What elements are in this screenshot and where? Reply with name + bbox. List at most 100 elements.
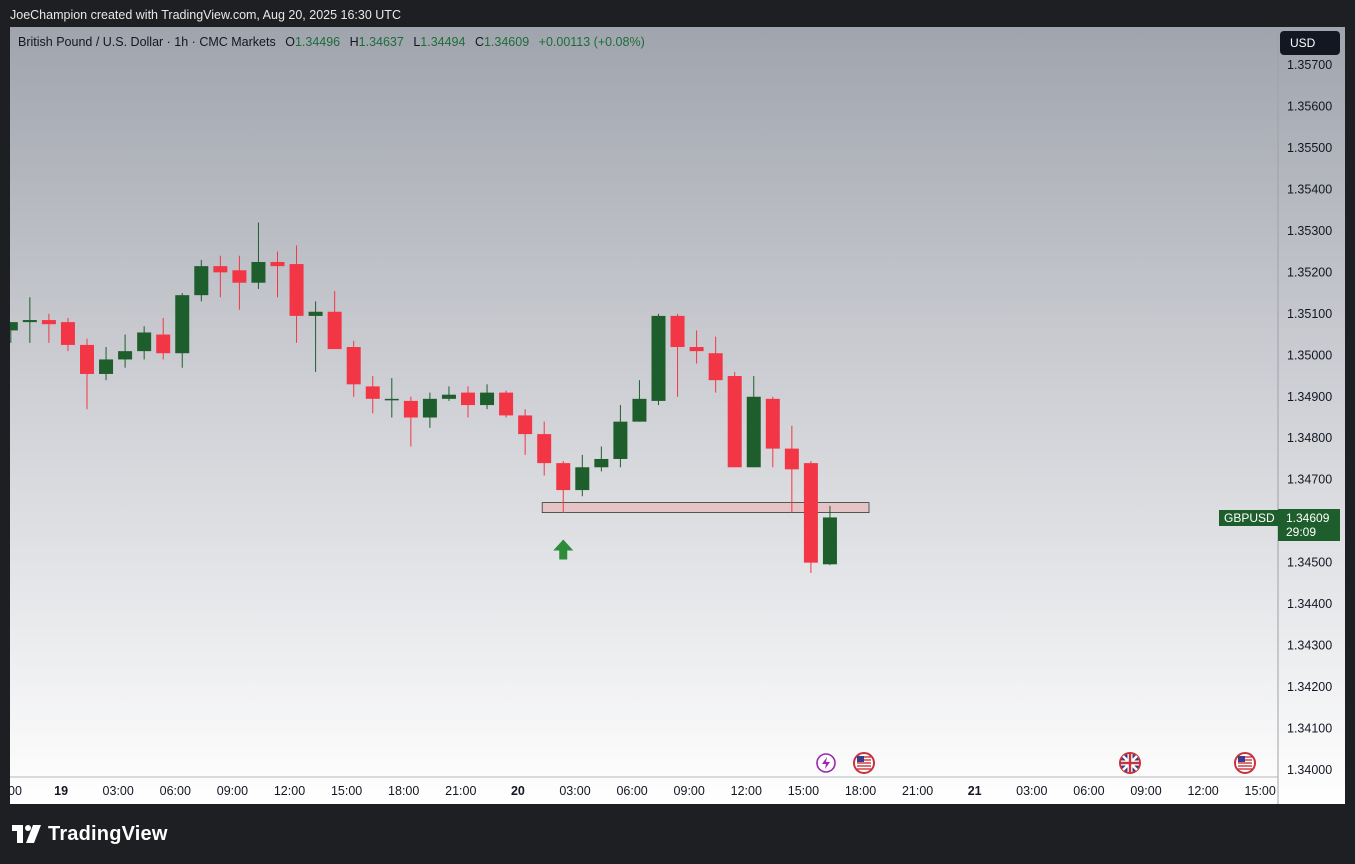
time-tick-label: 20 (511, 784, 525, 798)
candle-down (41, 320, 56, 325)
legend-open-value: 1.34496 (294, 35, 341, 49)
candle-up (594, 458, 609, 468)
price-tick-label: 1.35100 (1287, 307, 1332, 321)
candle-up (822, 517, 837, 565)
time-tick-label: 12:00 (731, 784, 762, 798)
time-tick-label: 18:00 (845, 784, 876, 798)
time-tick-label: 12:00 (1187, 784, 1218, 798)
price-tick-label: 1.35600 (1287, 99, 1332, 113)
legend-high-label: H (349, 35, 359, 49)
us-flag-icon[interactable] (1234, 752, 1256, 774)
price-tick-label: 1.34500 (1287, 556, 1332, 570)
candle-up (118, 351, 133, 360)
time-tick-label: 21:00 (902, 784, 933, 798)
chart-legend: British Pound / U.S. Dollar · 1h · CMC M… (18, 35, 645, 49)
candle-down (327, 311, 342, 350)
time-tick-label: 03:00 (1016, 784, 1047, 798)
price-tick-label: 1.35200 (1287, 265, 1332, 279)
legend-close-label: C (474, 35, 484, 49)
candle-up (251, 261, 266, 283)
candle-down (537, 434, 552, 464)
candlestick-chart[interactable]: 1.35700 1.35600 1.35500 1.35400 1.35300 1.352… (10, 27, 1345, 804)
candle-down (689, 347, 704, 352)
candle-up (613, 421, 628, 459)
candle-down (727, 376, 742, 468)
chart-credit: JoeChampion created with TradingView.com… (10, 8, 401, 22)
candle-up (384, 398, 399, 401)
legend-low-label: L (413, 35, 421, 49)
last-price-value: 1.34609 (1286, 511, 1330, 525)
time-tick-label: 15:00 (1245, 784, 1276, 798)
time-tick-label: 19 (54, 784, 68, 798)
uk-flag-icon[interactable] (1119, 752, 1141, 774)
time-tick-label: 03:00 (559, 784, 590, 798)
time-tick-label: 15:00 (331, 784, 362, 798)
time-tick-label: 09:00 (217, 784, 248, 798)
chart-area[interactable]: 1.35700 1.35600 1.35500 1.35400 1.35300 1.352… (10, 27, 1345, 804)
time-tick-label: 12:00 (274, 784, 305, 798)
us-flag-icon[interactable] (853, 752, 875, 774)
candle-up (99, 359, 114, 374)
time-tick-label: 00 (10, 784, 22, 798)
candle-down (784, 448, 799, 470)
time-tick-label: 18:00 (388, 784, 419, 798)
candle-down (60, 322, 75, 345)
time-tick-label: 06:00 (1073, 784, 1104, 798)
price-tick-label: 1.35700 (1287, 58, 1332, 72)
candle-down (670, 315, 685, 347)
candle-down (556, 463, 571, 491)
price-tick-label: 1.35000 (1287, 348, 1332, 362)
legend-change: +0.00113 (+0.08%) (538, 35, 645, 49)
price-tick-label: 1.34800 (1287, 431, 1332, 445)
time-tick-label: 03:00 (103, 784, 134, 798)
lightning-event-icon[interactable] (816, 753, 836, 773)
candle-down (461, 392, 475, 406)
price-tick-label: 1.34000 (1287, 763, 1332, 777)
candle-down (156, 334, 171, 354)
candle-down (499, 392, 514, 416)
bar-countdown: 29:09 (1286, 525, 1317, 539)
legend-high-value: 1.34637 (358, 35, 404, 49)
price-tick-label: 1.34100 (1287, 722, 1332, 736)
time-tick-label: 21 (968, 784, 982, 798)
symbol-tag: GBPUSD (1219, 510, 1280, 526)
price-tick-label: 1.34300 (1287, 639, 1332, 653)
time-tick-label: 09:00 (674, 784, 705, 798)
logo-text: TradingView (48, 822, 168, 845)
candle-up (308, 311, 323, 316)
legend-low-value: 1.34494 (420, 35, 466, 49)
time-tick-label: 06:00 (616, 784, 647, 798)
price-tick-label: 1.34200 (1287, 680, 1332, 694)
candle-up (194, 266, 209, 296)
currency-button[interactable]: USD (1280, 31, 1340, 55)
tradingview-logo[interactable]: TradingView (12, 821, 168, 847)
candle-down (365, 386, 380, 399)
buy-arrow-marker (553, 539, 574, 560)
legend-open-label: O (285, 35, 295, 49)
price-tick-label: 1.34400 (1287, 597, 1332, 611)
candle-down (213, 266, 228, 273)
time-tick-label: 21:00 (445, 784, 476, 798)
price-tick-label: 1.35300 (1287, 224, 1332, 238)
time-tick-label: 15:00 (788, 784, 819, 798)
price-tick-label: 1.35500 (1287, 141, 1332, 155)
price-tick-label: 1.34700 (1287, 473, 1332, 487)
candle-down (403, 400, 418, 418)
candle-down (518, 415, 533, 435)
legend-close-value: 1.34609 (483, 35, 530, 49)
time-tick-label: 09:00 (1130, 784, 1161, 798)
time-tick-label: 06:00 (160, 784, 191, 798)
candle-down (803, 463, 818, 563)
candle-up (632, 398, 647, 422)
candle-up (10, 322, 18, 331)
price-tick-label: 1.34900 (1287, 390, 1332, 404)
candle-down (346, 347, 361, 385)
candle-up (746, 396, 761, 468)
last-price-tag: 1.34609 29:09 (1278, 509, 1340, 541)
candle-up (651, 315, 666, 401)
candle-up (480, 392, 495, 406)
candle-down (765, 398, 780, 449)
tradingview-logo-icon (12, 825, 41, 843)
price-tick-label: 1.35400 (1287, 182, 1332, 196)
candle-down (708, 353, 723, 381)
